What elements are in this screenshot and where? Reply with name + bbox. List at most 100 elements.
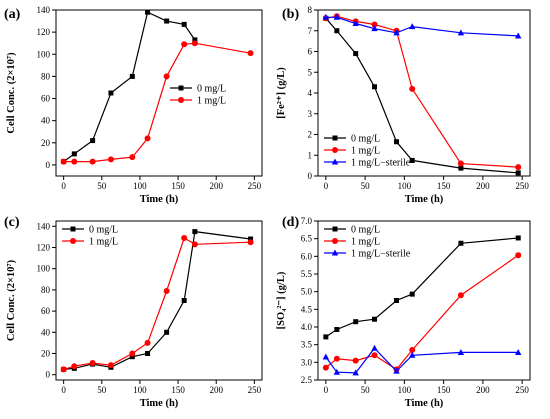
data-point [394,139,400,145]
x-tick-label: 0 [61,181,66,191]
data-point [89,360,96,367]
data-point [181,21,187,27]
data-point [409,291,415,297]
x-tick-label: 50 [361,181,371,191]
y-tick-label: 100 [37,264,51,274]
data-point [71,158,78,165]
x-tick-label: 200 [209,385,223,395]
series-2 [322,13,522,39]
legend: 0 mg/L1 mg/L [170,84,226,107]
data-point [145,9,151,15]
data-point [458,165,464,171]
data-point [457,348,465,355]
x-tick-label: 100 [133,385,147,395]
data-point [334,326,340,332]
y-tick-label: 0 [46,370,51,380]
series-0 [61,229,254,372]
data-point [107,362,114,369]
x-tick-label: 200 [209,181,223,191]
x-tick-label: 100 [398,181,412,191]
data-point [371,21,378,28]
legend-marker [70,238,76,244]
x-axis-label: Time (h) [405,194,444,205]
data-point [322,13,330,20]
y-tick-label: 3.5 [301,340,313,350]
panel-b: 0 50 100 150 200 250 0 1 2 3 4 5 6 7 8 Time (h) [Fe²⁺] (… [276,5,531,205]
x-tick-label: 100 [133,181,147,191]
y-tick-label: 100 [37,49,51,59]
y-tick-label: 8 [308,5,313,15]
data-point [457,29,465,36]
x-tick-label: 150 [437,181,451,191]
y-tick-label: 20 [41,349,51,359]
x-axis-label: Time (h) [140,398,179,409]
data-point [352,19,359,26]
data-point [393,29,400,36]
legend-label: 0 mg/L [351,225,380,236]
series-1 [60,234,254,373]
series-line [63,42,251,163]
legend-label: 0 mg/L [351,134,380,145]
y-tick-label: 4.0 [301,322,313,332]
data-point [60,366,67,373]
x-axis-label: Time (h) [405,398,444,409]
data-point [333,13,341,20]
data-point [322,364,329,371]
legend-marker [331,249,339,256]
panel-label: (a) [4,7,21,22]
data-point [89,158,96,165]
data-point [163,73,170,80]
y-tick-label: 80 [41,71,51,81]
y-tick-label: 80 [41,285,51,295]
series-0 [323,235,521,340]
data-point [322,353,330,360]
y-axis-label: Cell Conc. (2×10⁷) [6,52,17,134]
legend-marker [332,147,338,153]
data-point [409,351,416,358]
y-tick-label: 0 [308,171,313,181]
y-tick-label: 4 [308,88,313,98]
legend-label: 0 mg/L [89,225,118,236]
y-tick-label: 20 [41,138,51,148]
y-tick-label: 7 [308,26,313,36]
x-tick-label: 50 [361,385,371,395]
legend-label: 1 mg/L [197,96,226,107]
x-tick-label: 0 [324,385,329,395]
x-tick-label: 100 [398,385,412,395]
y-tick-label: 140 [37,5,51,15]
y-axis-label: [SO₄²⁻] (g/L) [276,271,287,329]
y-tick-label: 40 [41,116,51,126]
x-tick-label: 150 [171,181,185,191]
series-line [325,237,519,338]
x-tick-label: 200 [476,181,490,191]
data-point [353,319,359,325]
data-point [247,50,254,57]
data-point [515,252,522,259]
data-point [333,368,341,375]
y-tick-label: 3.0 [301,357,313,367]
x-tick-label: 250 [248,181,262,191]
data-point [515,32,522,39]
y-tick-label: 5.5 [301,269,313,279]
legend-marker [331,158,339,165]
data-point [515,348,522,355]
data-point [371,352,378,359]
data-point [144,339,151,346]
data-point [353,51,359,57]
series-line [325,17,519,174]
data-point [409,346,416,353]
series-line [325,15,519,168]
x-tick-label: 50 [97,181,107,191]
legend-marker [332,226,338,232]
x-tick-label: 0 [324,181,329,191]
y-tick-label: 60 [41,94,51,104]
data-point [164,18,170,24]
data-point [129,73,135,79]
data-point [393,367,400,374]
y-tick-label: 4.5 [301,304,313,314]
data-point [192,37,198,43]
legend: 0 mg/L1 mg/L1 mg/L−sterile [324,225,411,260]
x-tick-label: 50 [97,385,107,395]
panel-label: (c) [4,215,20,230]
